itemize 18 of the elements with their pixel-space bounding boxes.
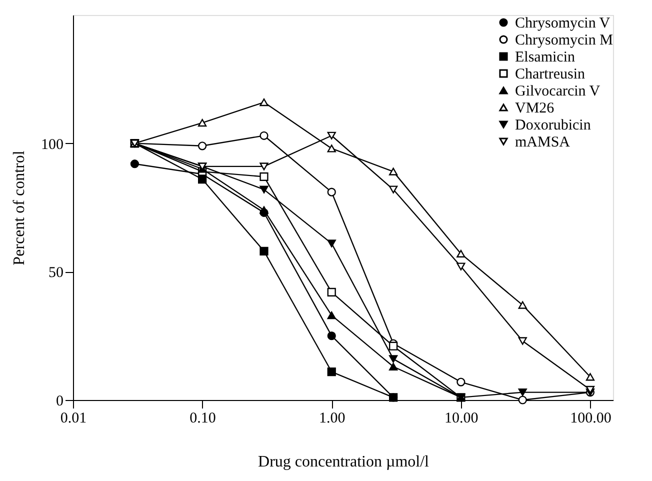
legend-label: Gilvocarcin V — [515, 84, 600, 100]
y-tick-label: 100 — [41, 136, 64, 153]
legend-label: Doxorubicin — [515, 118, 592, 134]
y-axis-title: Percent of control — [11, 150, 28, 266]
x-tick-label: 0.10 — [190, 410, 216, 426]
y-tick-label: 50 — [48, 265, 64, 282]
x-tick-label: 10.00 — [444, 410, 478, 426]
x-tick-label: 1.00 — [318, 410, 346, 426]
legend-label: Chrysomycin M — [515, 32, 613, 48]
legend-label: mAMSA — [515, 134, 570, 150]
legend-label: Elsamicin — [515, 50, 576, 66]
y-tick-label: 0 — [56, 394, 64, 410]
legend-label: VM26 — [515, 100, 555, 116]
legend-label: Chrysomycin V — [515, 16, 610, 32]
x-tick-label: 0.01 — [60, 410, 87, 426]
x-axis-title: Drug concentration µmol/l — [258, 454, 430, 470]
legend-label: Chartreusin — [515, 66, 586, 82]
x-tick-label: 100.00 — [570, 410, 612, 426]
